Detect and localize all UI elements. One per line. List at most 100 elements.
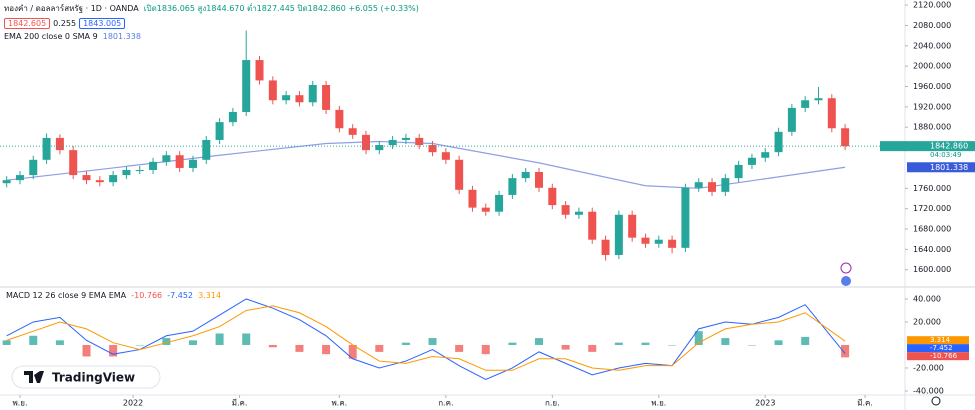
candle-body (109, 175, 118, 183)
x-tick-label: ก.ค. (438, 399, 453, 408)
x-tick-label: มี.ค. (232, 399, 248, 408)
histogram-bar (641, 342, 650, 345)
candle-body (441, 152, 450, 160)
histogram-bar (109, 344, 118, 357)
macd-hist-value: -10.766 (131, 291, 163, 300)
candle-body (255, 60, 264, 81)
candle-body (801, 100, 810, 108)
candle-body (574, 211, 583, 215)
candle-body (308, 84, 317, 103)
ema-price-box (907, 162, 975, 173)
y-tick-label: 1600.000 (913, 265, 951, 274)
candle-body (415, 137, 424, 146)
histogram-bar (841, 344, 850, 358)
value-box (907, 336, 969, 345)
candle-body (428, 145, 437, 153)
candle-body (761, 152, 770, 158)
histogram-bar (55, 340, 64, 345)
histogram-bar (668, 344, 677, 346)
candle-body (242, 60, 251, 112)
x-tick-label: 2023 (755, 399, 775, 408)
candle-body (481, 207, 490, 212)
candle-body (681, 187, 690, 248)
ema-line (6, 140, 846, 189)
candle-body (521, 172, 530, 179)
x-tick-label: พ.ย. (12, 399, 27, 408)
candle-body (641, 237, 650, 244)
logo-box (11, 365, 161, 389)
candle-body (55, 137, 64, 151)
y-tick-label: 2120.000 (913, 1, 951, 10)
y-tick-label: 1680.000 (913, 225, 951, 234)
ema-legend: EMA 200 close 0 SMA 9 1801.338 (4, 32, 419, 41)
histogram-bar (801, 336, 810, 345)
candle-body (548, 187, 557, 206)
macd-line (6, 298, 846, 381)
macd-legend: MACD 12 26 close 9 EMA EMA -10.766 -7.45… (6, 291, 221, 300)
candle-body (401, 137, 410, 140)
signal-value: 3.314 (198, 291, 222, 300)
signal-line (6, 305, 846, 371)
candle-body (827, 98, 836, 129)
candle-body (29, 159, 38, 176)
candle-body (2, 180, 11, 184)
candle-body (628, 214, 637, 238)
histogram-bar (82, 344, 91, 357)
settings-icon[interactable] (931, 396, 941, 406)
histogram-bar (322, 344, 331, 355)
event-icon[interactable] (840, 262, 852, 274)
histogram-bar (375, 344, 384, 352)
candle-body (15, 175, 24, 181)
histogram-bar (268, 344, 277, 348)
histogram-bar (401, 342, 410, 345)
histogram-bar (508, 342, 517, 345)
y-tick-label: 1760.000 (913, 184, 951, 193)
candle-body (734, 164, 743, 179)
candle-body (202, 139, 211, 160)
symbol[interactable]: ทองคำ / ดอลลาร์สหรัฐ · 1D · OANDA (4, 4, 139, 13)
candle-body (774, 131, 783, 153)
candle-body (468, 189, 477, 208)
flag-icon[interactable] (841, 276, 851, 286)
ema-name[interactable]: EMA 200 close 0 SMA 9 (4, 32, 98, 41)
candle-body (508, 178, 517, 195)
histogram-bar (774, 340, 783, 345)
candle-body (455, 159, 464, 190)
histogram-bar (162, 338, 171, 345)
candle-body (787, 107, 796, 132)
candle-body (295, 95, 304, 103)
histogram-bar (29, 335, 38, 345)
histogram-bar (535, 338, 544, 345)
candle-body (694, 182, 703, 188)
histogram-bar (694, 331, 703, 345)
candle-body (162, 155, 171, 162)
candle-body (654, 239, 663, 244)
candle-body (215, 122, 224, 140)
logo[interactable]: TradingView (11, 365, 161, 389)
histogram-bar (135, 344, 144, 346)
value-box-label: 3.314 (930, 336, 951, 344)
ema-value: 1801.338 (102, 32, 141, 41)
candle-body (149, 161, 158, 170)
last-price-box (880, 141, 975, 152)
value-box (907, 344, 969, 353)
y-tick-label: -20.000 (913, 363, 944, 372)
bid[interactable]: 1842.605 (4, 18, 51, 29)
candle-body (814, 98, 823, 101)
x-tick-label: 2022 (123, 399, 143, 408)
y-tick-label: 20.000 (913, 317, 941, 326)
candle-body (375, 145, 384, 151)
candle-body (268, 80, 277, 101)
macd-title[interactable]: MACD 12 26 close 9 EMA EMA (6, 291, 127, 300)
last-price-label: 1842.860 (930, 142, 968, 151)
legend-header: ทองคำ / ดอลลาร์สหรัฐ · 1D · OANDA เปิด18… (4, 2, 419, 41)
candle-body (82, 175, 91, 181)
spread: 0.255 (53, 19, 77, 28)
ask[interactable]: 1843.005 (79, 18, 126, 29)
ema-price-label: 1801.338 (930, 163, 968, 172)
candle-body (601, 239, 610, 255)
logo-text: TradingView (52, 371, 135, 385)
candle-body (69, 150, 78, 176)
candle-body (348, 128, 357, 135)
